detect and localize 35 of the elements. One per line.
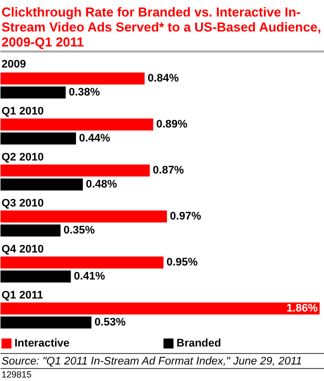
data-label: 0.87% [152, 164, 184, 176]
bar [0, 302, 320, 314]
bar [0, 256, 164, 268]
data-label: 0.35% [64, 224, 95, 236]
data-label: 0.38% [68, 86, 100, 98]
y-tick-label: Q1 2011 [2, 290, 44, 302]
chart-title: Clickthrough Rate for Branded vs. Interactive In-Stream Video Ads Served* to a US-Based Audience, 2009-Q1 2011 [2, 4, 322, 50]
source-note: Source: "Q1 2011 In-Stream Ad Format Index," June 29, 2011 [2, 356, 302, 368]
bar [0, 316, 92, 328]
y-tick-label: Q2 2010 [2, 152, 44, 164]
data-label: 0.95% [166, 256, 198, 268]
y-tick-label: Q4 2010 [2, 244, 44, 256]
y-tick-label: Q3 2010 [2, 198, 44, 210]
data-label: 0.84% [148, 72, 180, 84]
data-label: 0.89% [156, 118, 188, 130]
bar [0, 86, 66, 98]
data-label: 0.48% [86, 178, 118, 190]
bar [0, 164, 150, 176]
bar [0, 270, 71, 282]
bar [0, 118, 154, 130]
bar [0, 224, 61, 236]
bar [0, 178, 83, 190]
legend-label: Branded [176, 338, 222, 350]
text: 129815 [2, 370, 32, 380]
data-label: 0.41% [74, 270, 106, 282]
y-tick-label: 2009 [2, 58, 26, 70]
bar [0, 210, 167, 222]
data-label: 0.97% [170, 210, 202, 222]
data-label: 0.53% [94, 316, 126, 328]
y-tick-label: Q1 2010 [2, 106, 44, 118]
data-label: 1.86% [286, 302, 318, 314]
bar [0, 72, 145, 84]
legend-label: Interactive [14, 338, 70, 350]
data-label: 0.44% [78, 132, 110, 144]
bar [0, 132, 76, 144]
